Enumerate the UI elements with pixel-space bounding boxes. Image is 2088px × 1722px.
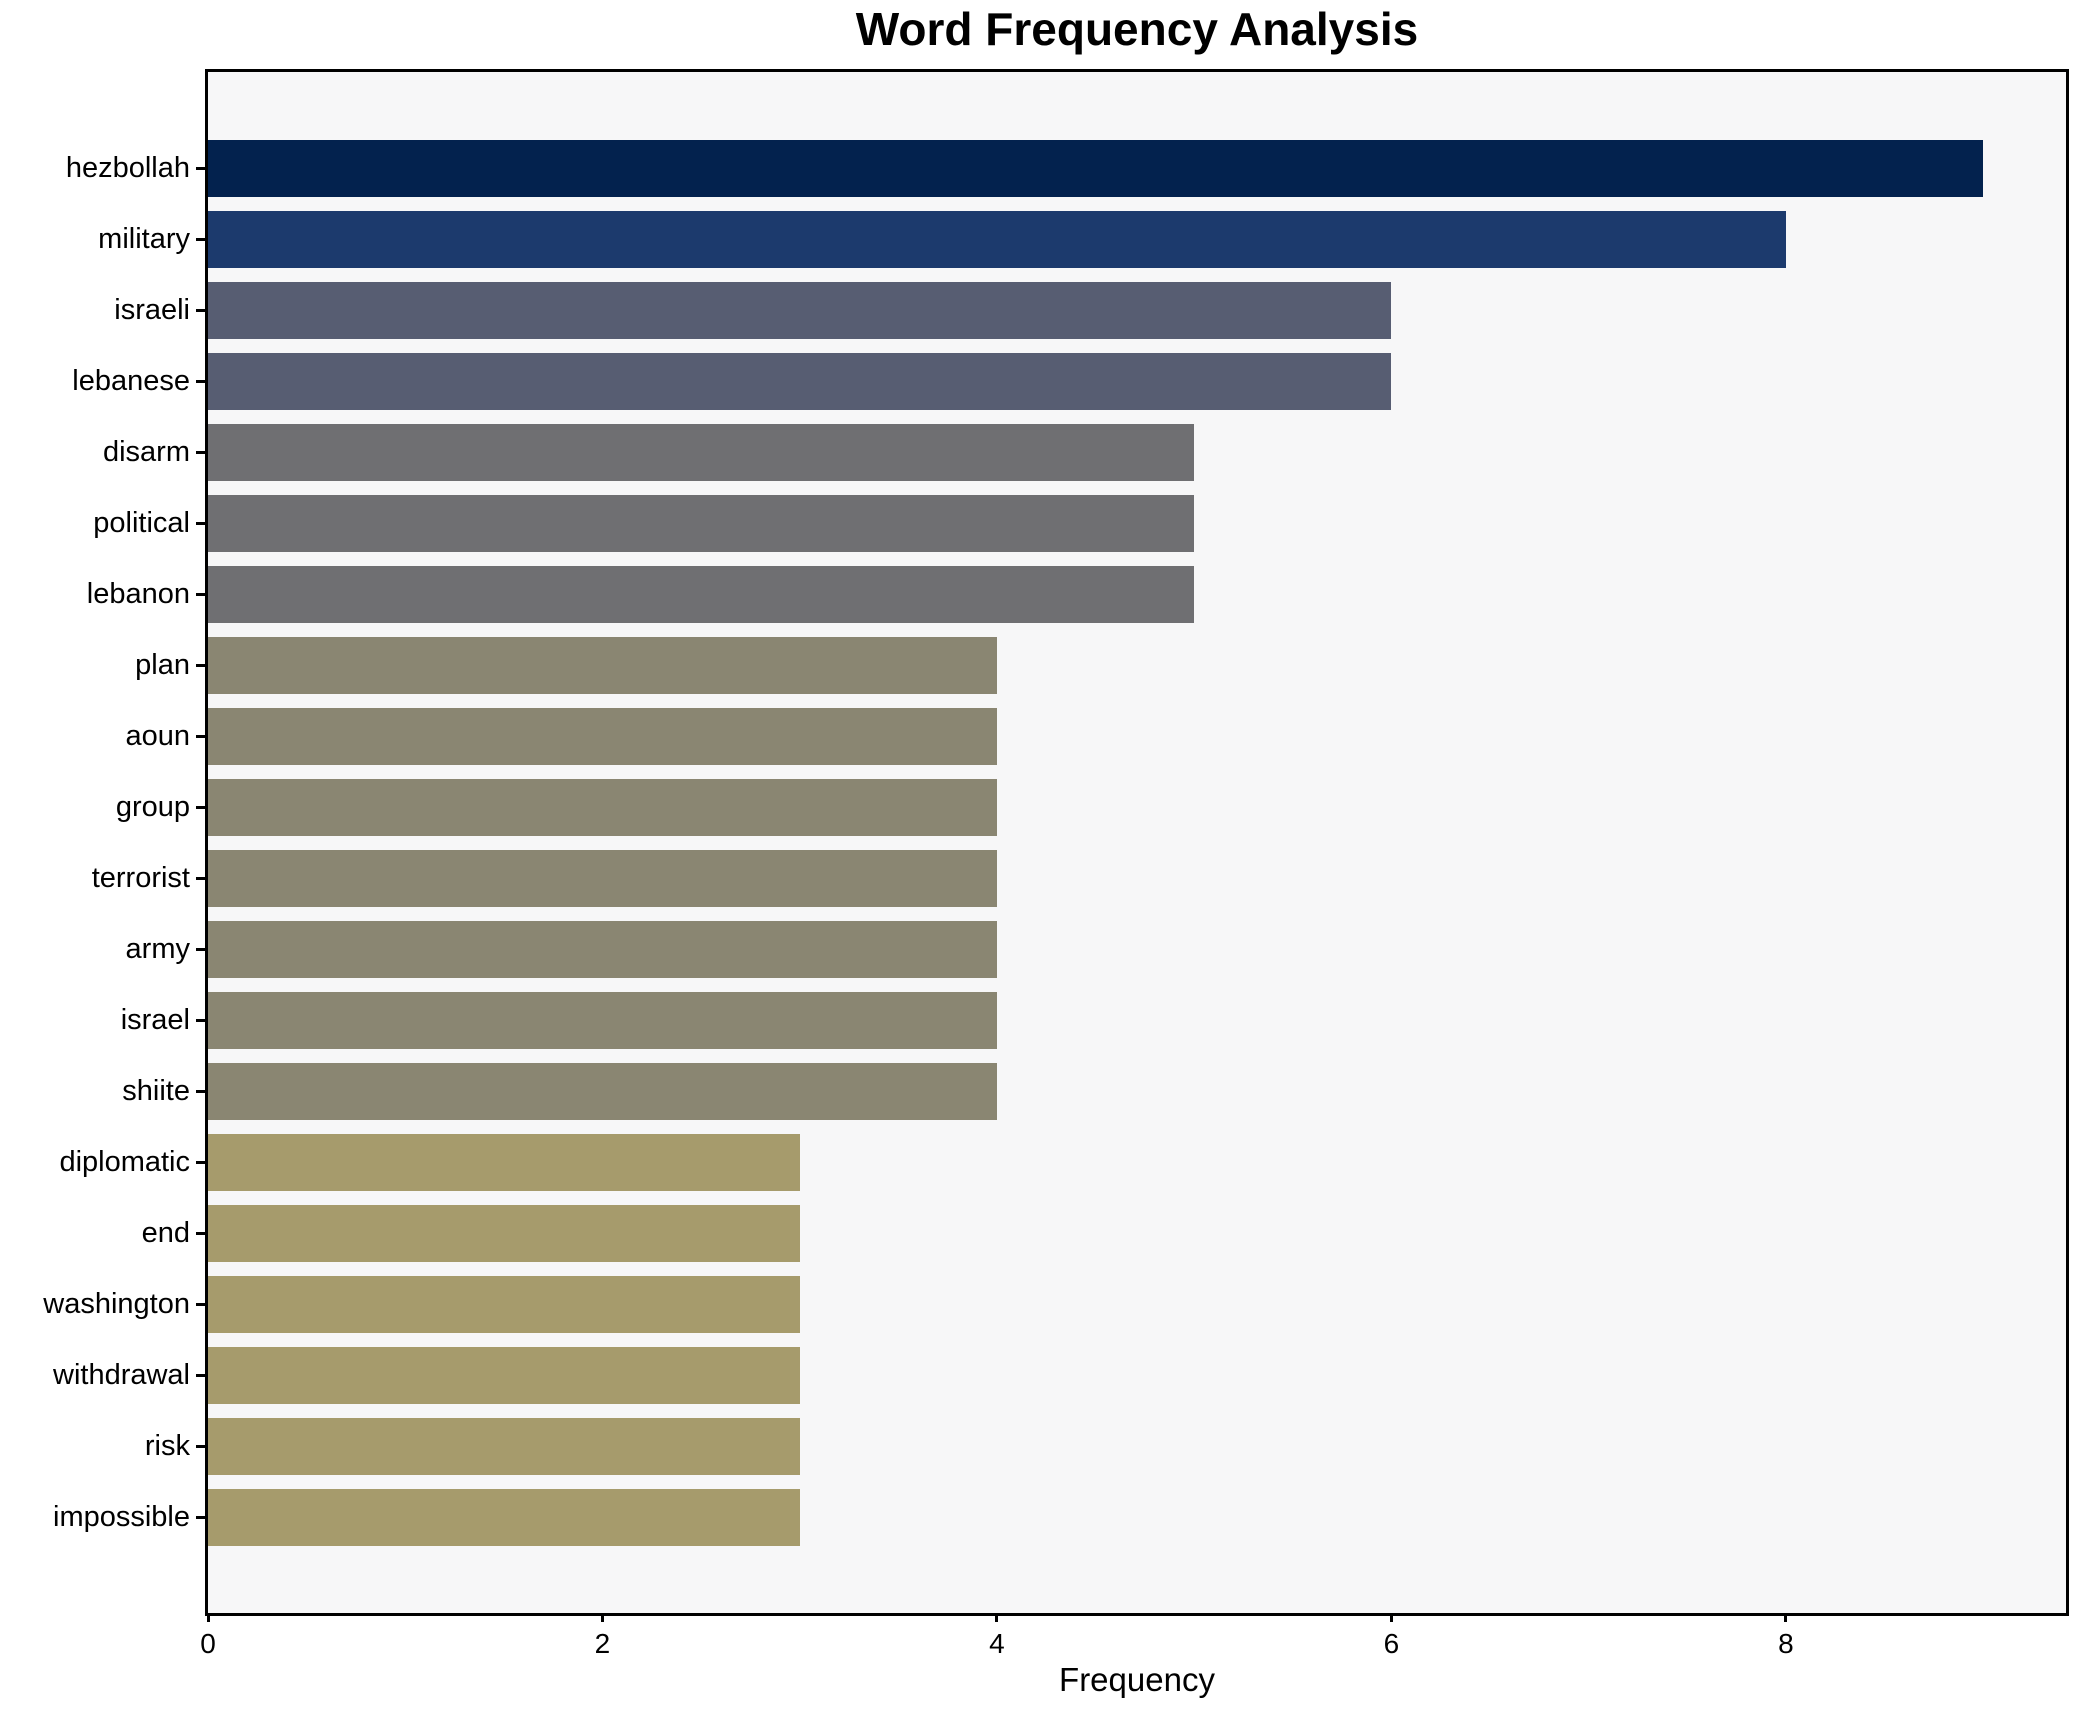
y-tick-mark (196, 735, 207, 738)
y-tick-label-israel: israel (120, 1004, 190, 1036)
bar-aoun (208, 708, 997, 765)
y-tick-mark (196, 1019, 207, 1022)
x-tick-label-2: 2 (594, 1628, 611, 1659)
bar-withdrawal (208, 1347, 800, 1404)
y-tick-mark (196, 1303, 207, 1306)
x-tick-label-8: 8 (1778, 1628, 1794, 1659)
y-tick-label-lebanese: lebanese (72, 365, 190, 397)
y-tick-mark (196, 451, 207, 454)
y-tick-label-risk: risk (144, 1430, 190, 1462)
y-tick-label-terrorist: terrorist (91, 862, 190, 894)
y-tick-label-shiite: shiite (122, 1075, 190, 1107)
bar-shiite (208, 1063, 997, 1120)
y-tick-mark (196, 1232, 207, 1235)
y-tick-mark (196, 309, 207, 312)
bar-washington (208, 1276, 800, 1333)
bar-impossible (208, 1489, 800, 1546)
y-tick-label-military: military (98, 223, 190, 255)
x-tick-mark (995, 1613, 999, 1622)
y-tick-mark (196, 1374, 207, 1377)
y-tick-mark (196, 806, 207, 809)
x-tick-label-0: 0 (200, 1628, 216, 1659)
y-tick-label-political: political (93, 507, 190, 539)
y-tick-label-plan: plan (135, 649, 190, 681)
y-tick-label-washington: washington (43, 1288, 190, 1320)
bar-hezbollah (208, 140, 1984, 197)
bar-disarm (208, 424, 1195, 481)
bar-lebanon (208, 566, 1195, 623)
bar-plan (208, 637, 997, 694)
y-tick-mark (196, 522, 207, 525)
x-tick-label-4: 4 (989, 1628, 1005, 1659)
y-tick-mark (196, 877, 207, 880)
bars-layer (208, 72, 2066, 1613)
chart-title: Word Frequency Analysis (855, 3, 1419, 55)
y-tick-label-israeli: israeli (114, 294, 190, 326)
x-tick-label-6: 6 (1383, 1628, 1400, 1659)
bar-risk (208, 1418, 800, 1475)
bar-israel (208, 992, 997, 1049)
x-tick-mark (1389, 1613, 1393, 1622)
y-tick-mark (196, 664, 207, 667)
y-tick-mark (196, 380, 207, 383)
x-axis-title: Frequency (1059, 1661, 1215, 1698)
y-tick-label-end: end (141, 1217, 190, 1249)
y-tick-mark (196, 167, 207, 170)
bar-military (208, 211, 1786, 268)
y-axis-tick-marks (196, 72, 208, 1613)
y-tick-mark (196, 1516, 207, 1519)
y-tick-label-lebanon: lebanon (86, 578, 190, 610)
bar-army (208, 921, 997, 978)
bar-end (208, 1205, 800, 1262)
y-axis-labels: hezbollah military israeli lebanese disarm po… (0, 72, 190, 1613)
y-tick-mark (196, 1161, 207, 1164)
y-tick-mark (196, 948, 207, 951)
y-tick-label-withdrawal: withdrawal (53, 1359, 190, 1391)
y-tick-label-hezbollah: hezbollah (65, 152, 190, 184)
x-tick-mark (1784, 1613, 1788, 1622)
y-tick-label-army: army (125, 933, 190, 965)
bar-terrorist (208, 850, 997, 907)
bar-group (208, 779, 997, 836)
bar-political (208, 495, 1195, 552)
y-tick-mark (196, 238, 207, 241)
y-tick-label-disarm: disarm (102, 436, 190, 468)
bar-israeli (208, 282, 1392, 339)
x-tick-mark (600, 1613, 604, 1622)
bar-lebanese (208, 353, 1392, 410)
y-tick-label-impossible: impossible (53, 1501, 190, 1533)
x-tick-mark (206, 1613, 210, 1622)
y-tick-label-diplomatic: diplomatic (59, 1146, 190, 1178)
y-tick-mark (196, 593, 207, 596)
y-tick-label-group: group (115, 791, 190, 823)
y-tick-mark (196, 1090, 207, 1093)
y-tick-mark (196, 1445, 207, 1448)
y-tick-label-aoun: aoun (125, 720, 190, 752)
bar-diplomatic (208, 1134, 800, 1191)
